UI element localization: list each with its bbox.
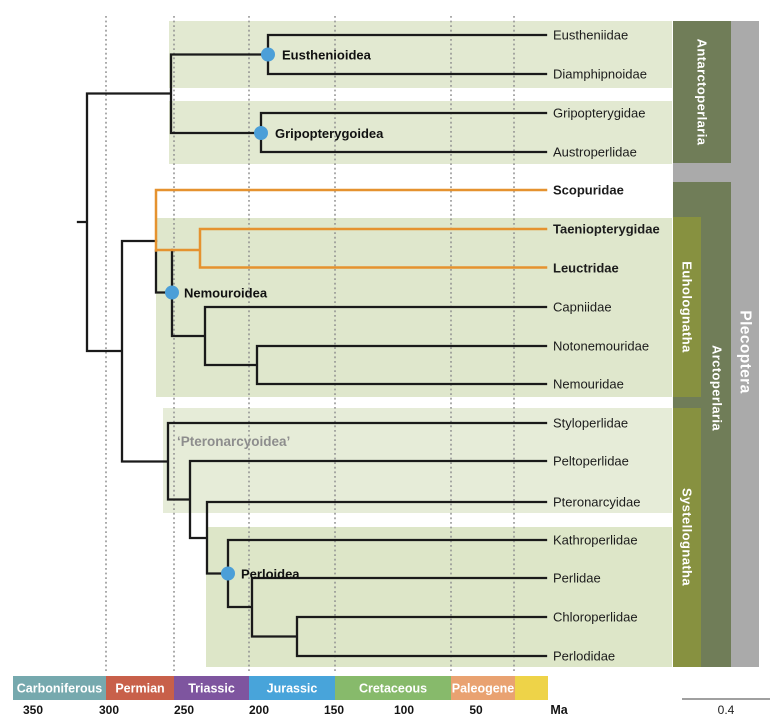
bar-gap-fill <box>673 163 759 182</box>
tip-label: Kathroperlidae <box>553 533 638 548</box>
taxon-bars: Antarctoperlaria Euholognatha Arctoperla… <box>673 21 759 667</box>
box-perloidea <box>206 527 672 667</box>
period-triassic <box>174 676 249 700</box>
systellognatha-bar <box>673 408 701 667</box>
geologic-timescale: Carboniferous Permian Triassic Jurassic … <box>13 676 569 717</box>
tip-label: Eustheniidae <box>553 28 628 43</box>
tip-label: Scopuridae <box>553 183 624 198</box>
period-jurassic <box>249 676 335 700</box>
tip-labels: Eustheniidae Diamphipnoidae Gripopterygi… <box>553 28 660 664</box>
axis-tick: 300 <box>99 703 119 717</box>
period-label: Cretaceous <box>359 682 427 696</box>
tip-label: Perlidae <box>553 571 601 586</box>
period-carboniferous <box>13 676 106 700</box>
node-labels: Eusthenioidea Gripopterygoidea Nemouroid… <box>177 48 384 582</box>
plecoptera-bar <box>731 21 759 667</box>
eusthenioidea-label: Eusthenioidea <box>282 48 372 63</box>
period-label: Permian <box>115 682 164 696</box>
tip-label: Peltoperlidae <box>553 454 629 469</box>
perloidea-node-dot <box>221 566 235 581</box>
tip-label: Nemouridae <box>553 377 624 392</box>
perloidea-label: Perloidea <box>241 567 300 582</box>
axis-tick: 200 <box>249 703 269 717</box>
tip-label: Leuctridae <box>553 261 619 276</box>
tip-label: Notonemouridae <box>553 339 649 354</box>
tip-label: Perlodidae <box>553 649 615 664</box>
pteronarcyoidea-label: ‘Pteronarcyoidea’ <box>177 434 290 449</box>
period-label: Jurassic <box>267 682 318 696</box>
clade-background-boxes <box>156 21 672 667</box>
scale-bar-value: 0.4 <box>718 703 735 717</box>
scale-bar: 0.4 <box>682 698 770 717</box>
axis-tick: 50 <box>469 703 483 717</box>
nemouroidea-label: Nemouroidea <box>184 286 268 301</box>
axis-tick: 150 <box>324 703 344 717</box>
tip-label: Capniidae <box>553 300 612 315</box>
euholognatha-label: Euholognatha <box>680 261 695 353</box>
tip-label: Styloperlidae <box>553 416 628 431</box>
period-label: Triassic <box>188 682 235 696</box>
euholognatha-bar <box>673 217 701 397</box>
axis-tick: 100 <box>394 703 414 717</box>
tip-label: Gripopterygidae <box>553 106 646 121</box>
tip-label: Pteronarcyidae <box>553 495 640 510</box>
gripopterygoidea-label: Gripopterygoidea <box>275 126 384 141</box>
gripopterygoidea-node-dot <box>254 126 268 140</box>
axis-tick: 350 <box>23 703 43 717</box>
antarctoperlaria-label: Antarctoperlaria <box>695 39 710 146</box>
period-label: Paleogene <box>452 682 515 696</box>
branches-orange <box>154 188 548 269</box>
branches-black <box>76 33 548 658</box>
tip-label: Taeniopterygidae <box>553 222 660 237</box>
tip-label: Chloroperlidae <box>553 610 638 625</box>
tip-label: Diamphipnoidae <box>553 67 647 82</box>
plecoptera-label: Plecoptera <box>737 310 754 393</box>
axis-tick: 250 <box>174 703 194 717</box>
node-dots <box>165 47 275 581</box>
gridlines <box>105 16 515 672</box>
arctoperlaria-label: Arctoperlaria <box>710 345 725 431</box>
period-paleogene <box>451 676 515 700</box>
systellognatha-label: Systellognatha <box>680 488 695 586</box>
eusthenioidea-node-dot <box>261 47 275 62</box>
tip-label: Austroperlidae <box>553 145 637 160</box>
axis-unit-label: Ma <box>550 703 568 717</box>
antarctoperlaria-bar <box>673 21 731 163</box>
period-permian <box>106 676 174 700</box>
period-neogene <box>515 676 548 700</box>
nemouroidea-node-dot <box>165 285 179 300</box>
period-label: Carboniferous <box>17 682 102 696</box>
period-cretaceous <box>335 676 451 700</box>
